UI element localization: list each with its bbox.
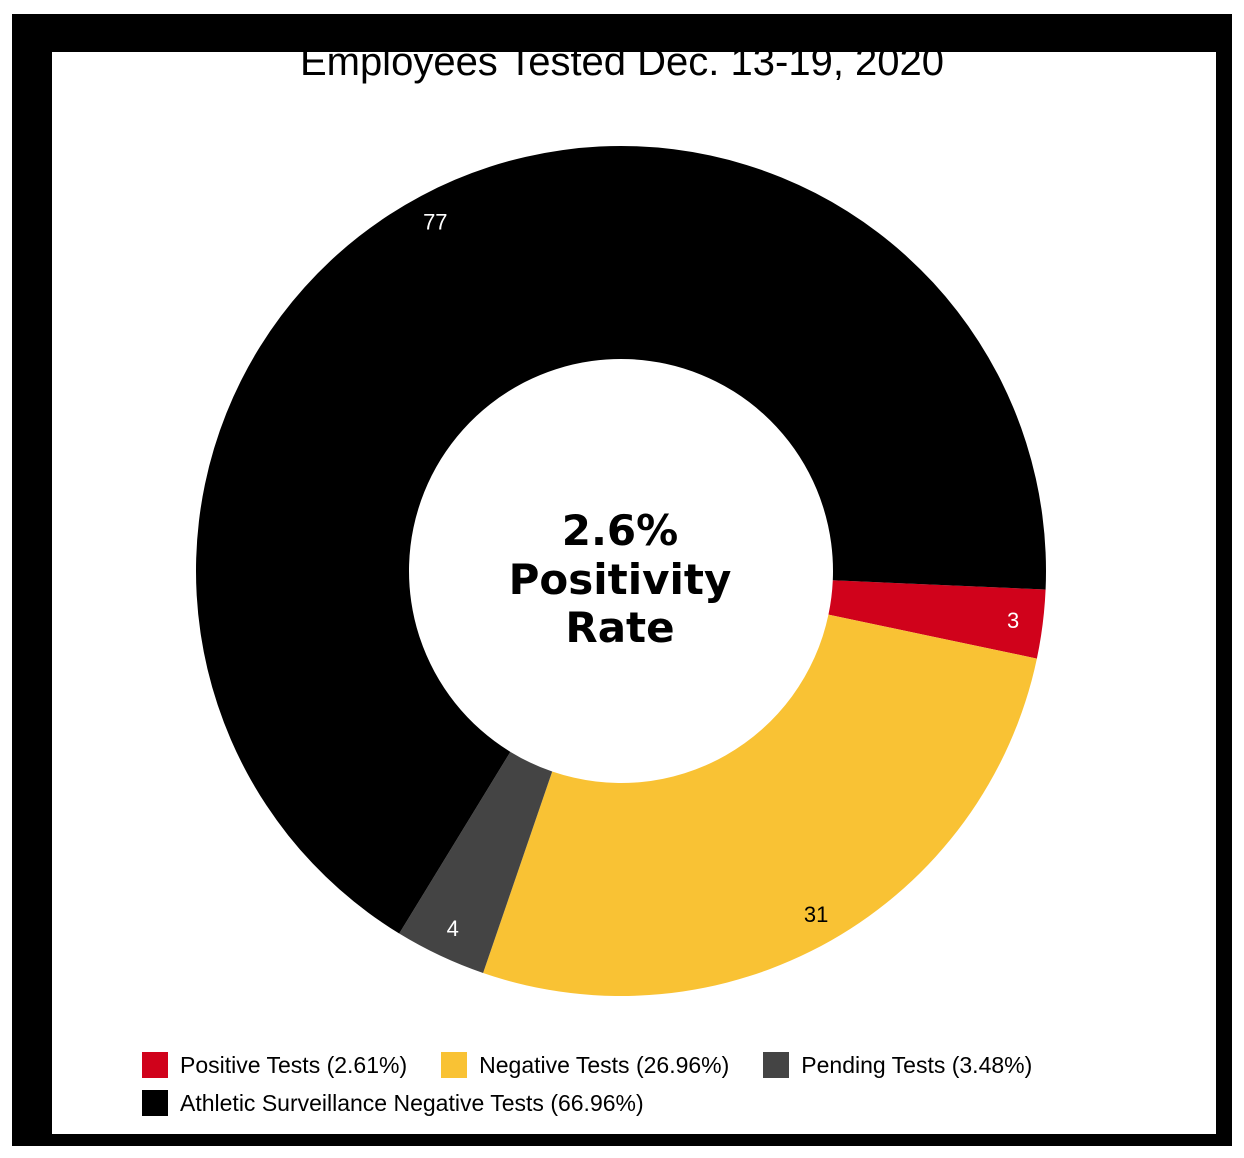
legend-item-positive: Positive Tests (2.61%) bbox=[142, 1052, 407, 1079]
slice-negative bbox=[483, 614, 1037, 996]
legend-row-2: Athletic Surveillance Negative Tests (66… bbox=[142, 1084, 1122, 1122]
legend-swatch-positive bbox=[142, 1052, 168, 1078]
slice-positive bbox=[828, 580, 1046, 659]
legend-label-pending: Pending Tests (3.48%) bbox=[801, 1051, 1033, 1078]
legend-swatch-athletic bbox=[142, 1090, 168, 1116]
legend-swatch-negative bbox=[441, 1052, 468, 1078]
data-labels-group: 3 31 4 77 bbox=[423, 210, 1019, 942]
legend-row-1: Positive Tests (2.61%) Negative Tests (2… bbox=[142, 1046, 1122, 1084]
legend-label-athletic: Athletic Surveillance Negative Tests (66… bbox=[180, 1089, 644, 1116]
legend-item-athletic: Athletic Surveillance Negative Tests (66… bbox=[142, 1090, 644, 1117]
legend-item-negative: Negative Tests (26.96%) bbox=[441, 1052, 729, 1079]
center-rate-value: 2.6% bbox=[561, 506, 679, 555]
data-label-athletic: 77 bbox=[423, 210, 447, 235]
data-label-positive: 3 bbox=[1007, 608, 1019, 633]
chart-title: Employees Tested Dec. 13-19, 2020 bbox=[299, 40, 945, 84]
legend: Positive Tests (2.61%) Negative Tests (2… bbox=[142, 1046, 1122, 1122]
slice-pending bbox=[399, 751, 553, 974]
legend-label-positive: Positive Tests (2.61%) bbox=[180, 1051, 408, 1078]
legend-swatch-pending bbox=[763, 1052, 790, 1078]
legend-item-pending: Pending Tests (3.48%) bbox=[763, 1052, 1032, 1079]
data-label-pending: 4 bbox=[447, 916, 459, 941]
center-rate-label-2: Rate bbox=[565, 603, 675, 652]
data-label-negative: 31 bbox=[804, 902, 828, 927]
slice-athletic bbox=[196, 145, 1046, 934]
legend-label-negative: Negative Tests (26.96%) bbox=[479, 1051, 730, 1078]
center-rate-label: Positivity bbox=[508, 555, 732, 604]
slices-group bbox=[196, 145, 1046, 996]
